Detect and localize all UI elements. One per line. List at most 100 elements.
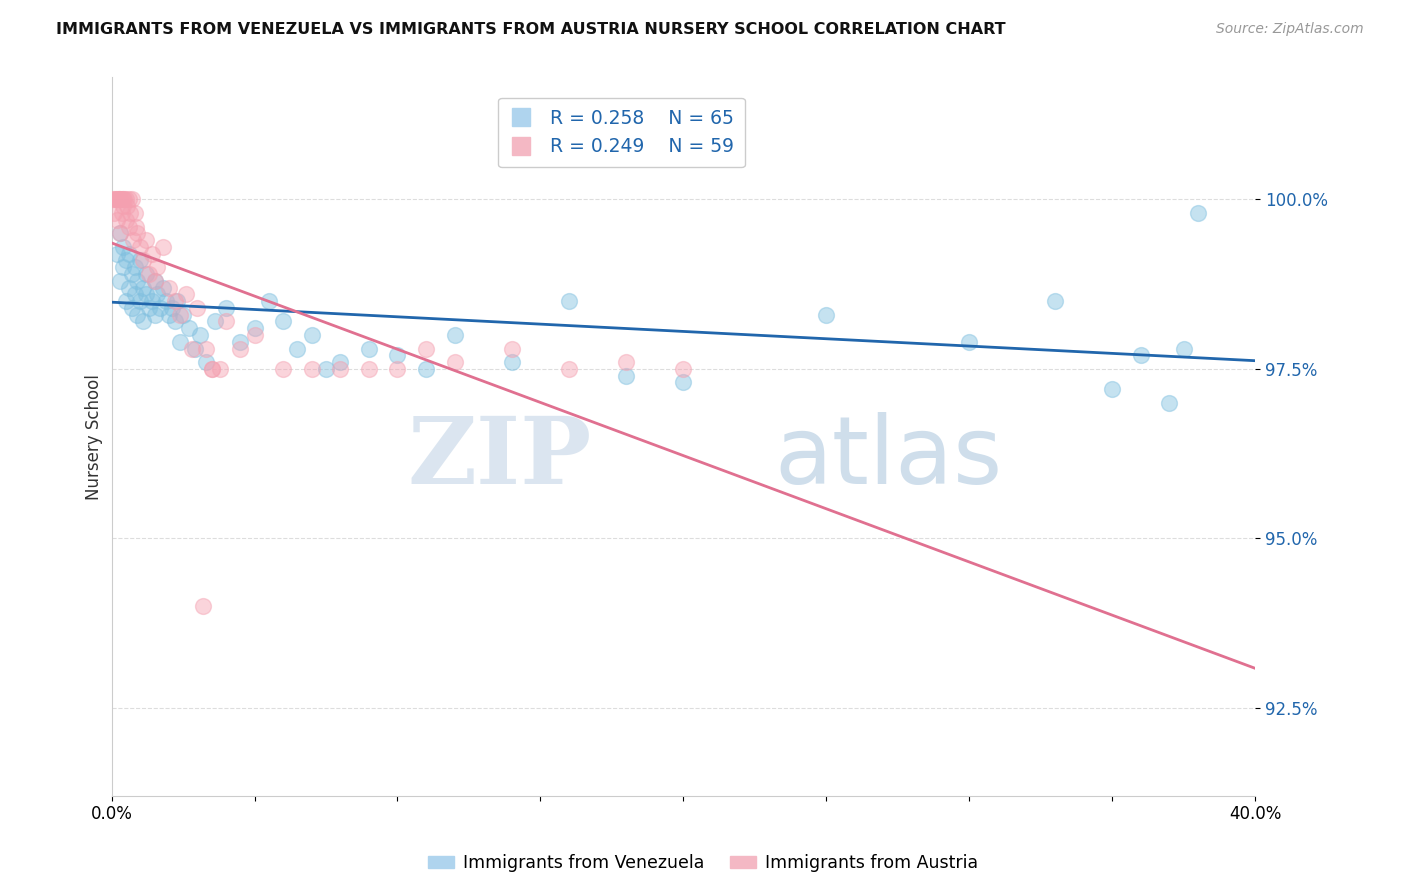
Point	[135, 233, 157, 247]
Point	[315, 361, 337, 376]
Point	[614, 368, 637, 383]
Point	[166, 294, 188, 309]
Point	[169, 308, 191, 322]
Point	[112, 199, 135, 213]
Point	[215, 314, 238, 328]
Legend: Immigrants from Venezuela, Immigrants from Austria: Immigrants from Venezuela, Immigrants fr…	[420, 847, 986, 879]
Point	[115, 193, 138, 207]
Legend:   R = 0.258    N = 65,   R = 0.249    N = 59: R = 0.258 N = 65, R = 0.249 N = 59	[498, 97, 745, 168]
Text: atlas: atlas	[775, 412, 1002, 504]
Point	[186, 301, 208, 315]
Point	[188, 328, 211, 343]
Point	[132, 314, 155, 328]
Point	[163, 314, 186, 328]
Point	[1173, 342, 1195, 356]
Point	[672, 361, 695, 376]
Point	[124, 206, 146, 220]
Point	[443, 355, 465, 369]
Point	[103, 206, 125, 220]
Point	[118, 246, 141, 260]
Point	[121, 267, 143, 281]
Point	[229, 334, 252, 349]
Point	[115, 294, 138, 309]
Point	[118, 280, 141, 294]
Point	[121, 193, 143, 207]
Point	[135, 267, 157, 281]
Point	[121, 301, 143, 315]
Point	[141, 294, 163, 309]
Point	[177, 321, 200, 335]
Point	[174, 287, 197, 301]
Point	[301, 328, 323, 343]
Y-axis label: Nursery School: Nursery School	[86, 374, 103, 500]
Point	[152, 240, 174, 254]
Point	[127, 227, 149, 241]
Point	[108, 274, 131, 288]
Point	[143, 308, 166, 322]
Point	[387, 348, 409, 362]
Point	[558, 361, 581, 376]
Point	[152, 280, 174, 294]
Point	[111, 193, 134, 207]
Point	[169, 334, 191, 349]
Point	[243, 328, 266, 343]
Point	[115, 212, 138, 227]
Point	[443, 328, 465, 343]
Point	[201, 361, 224, 376]
Point	[229, 342, 252, 356]
Point	[209, 361, 232, 376]
Point	[124, 287, 146, 301]
Point	[138, 301, 160, 315]
Point	[815, 308, 838, 322]
Point	[103, 193, 125, 207]
Point	[501, 342, 523, 356]
Point	[387, 361, 409, 376]
Point	[415, 342, 437, 356]
Point	[157, 308, 180, 322]
Point	[111, 206, 134, 220]
Point	[204, 314, 226, 328]
Point	[108, 227, 131, 241]
Point	[105, 212, 128, 227]
Point	[357, 361, 380, 376]
Point	[118, 219, 141, 234]
Point	[114, 193, 136, 207]
Point	[301, 361, 323, 376]
Point	[120, 206, 142, 220]
Point	[143, 274, 166, 288]
Point	[122, 233, 145, 247]
Point	[501, 355, 523, 369]
Point	[614, 355, 637, 369]
Text: Source: ZipAtlas.com: Source: ZipAtlas.com	[1216, 22, 1364, 37]
Point	[141, 246, 163, 260]
Point	[149, 301, 172, 315]
Point	[132, 253, 155, 268]
Point	[127, 308, 149, 322]
Point	[129, 253, 152, 268]
Point	[108, 193, 131, 207]
Point	[415, 361, 437, 376]
Point	[957, 334, 980, 349]
Point	[132, 280, 155, 294]
Point	[135, 287, 157, 301]
Point	[118, 193, 141, 207]
Point	[117, 199, 139, 213]
Point	[104, 193, 127, 207]
Text: ZIP: ZIP	[408, 413, 592, 503]
Point	[194, 342, 217, 356]
Point	[124, 260, 146, 275]
Point	[105, 193, 128, 207]
Point	[558, 294, 581, 309]
Point	[160, 301, 183, 315]
Point	[1101, 382, 1123, 396]
Point	[271, 314, 294, 328]
Point	[157, 280, 180, 294]
Point	[194, 355, 217, 369]
Point	[143, 274, 166, 288]
Point	[329, 361, 352, 376]
Point	[112, 240, 135, 254]
Point	[138, 267, 160, 281]
Point	[1129, 348, 1152, 362]
Point	[163, 294, 186, 309]
Point	[125, 219, 148, 234]
